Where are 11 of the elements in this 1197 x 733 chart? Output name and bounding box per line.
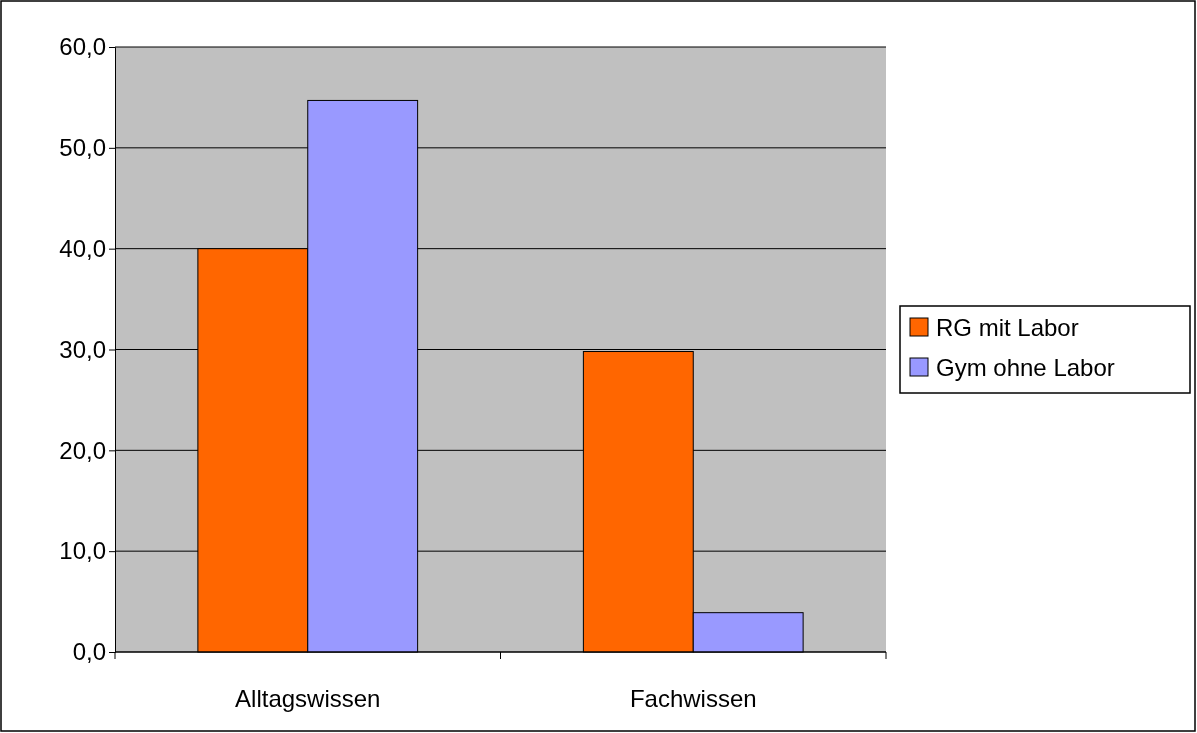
y-tick-label: 30,0	[59, 335, 106, 363]
x-tick-label: Alltagswissen	[235, 685, 381, 712]
y-tick-label: 0,0	[72, 638, 106, 666]
y-tick-label: 10,0	[59, 537, 106, 565]
legend-label: Gym ohne Labor	[936, 354, 1115, 381]
y-tick-label: 40,0	[59, 234, 106, 262]
y-tick-label: 60,0	[59, 33, 106, 61]
y-tick-label: 20,0	[59, 436, 106, 464]
x-tick-label: Fachwissen	[629, 685, 757, 712]
y-tick-label: 50,0	[59, 134, 106, 162]
legend-label: RG mit Labor	[936, 314, 1079, 341]
